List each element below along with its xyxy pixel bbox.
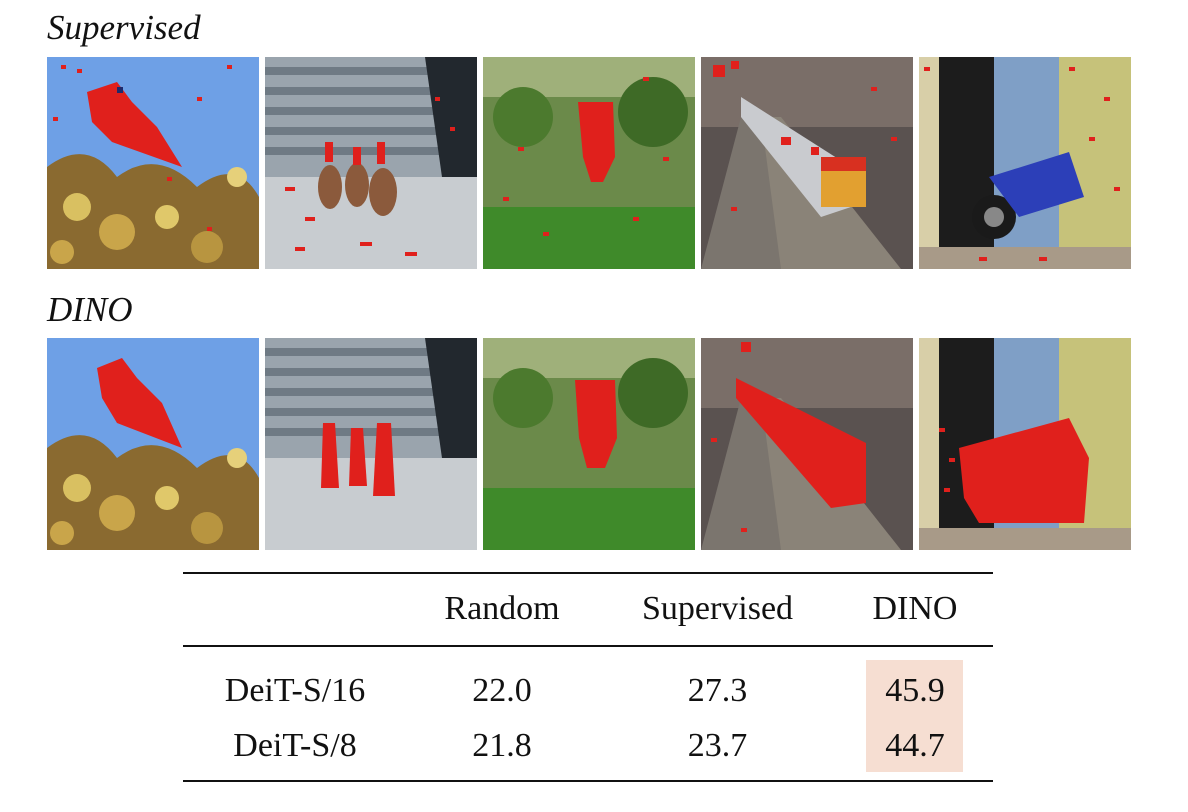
table-bottom-rule [183,780,993,782]
column-header-supervised: Supervised [641,590,794,627]
dino-elephant-image [483,338,695,550]
row-model-deit-s8: DeiT-S/8 [233,727,357,764]
table-header-rule [183,645,993,647]
dino-train-image [701,338,913,550]
supervised-train-image [701,57,913,269]
dino-motorcycle-image [919,338,1131,550]
dino-bird-image [47,338,259,550]
table-top-rule [183,572,993,574]
column-header-random: Random [444,590,560,627]
supervised-motorcycle-image [919,57,1131,269]
supervised-image-strip [47,57,1131,269]
supervised-ducks-image [265,57,477,269]
cell-supervised-deit-s16: 27.3 [687,672,748,709]
dino-image-strip [47,338,1131,550]
cell-random-deit-s16: 22.0 [472,672,532,709]
cell-random-deit-s8: 21.8 [472,727,532,764]
row-model-deit-s16: DeiT-S/16 [224,672,366,709]
dino-section-label: DINO [47,290,133,329]
column-header-dino: DINO [872,590,958,627]
cell-dino-deit-s16: 45.9 [885,672,945,709]
cell-dino-deit-s8: 44.7 [885,727,945,764]
supervised-section-label: Supervised [47,8,201,47]
supervised-elephant-image [483,57,695,269]
cell-supervised-deit-s8: 23.7 [687,727,748,764]
supervised-bird-image [47,57,259,269]
dino-ducks-image [265,338,477,550]
dino-column-highlight [866,660,963,772]
